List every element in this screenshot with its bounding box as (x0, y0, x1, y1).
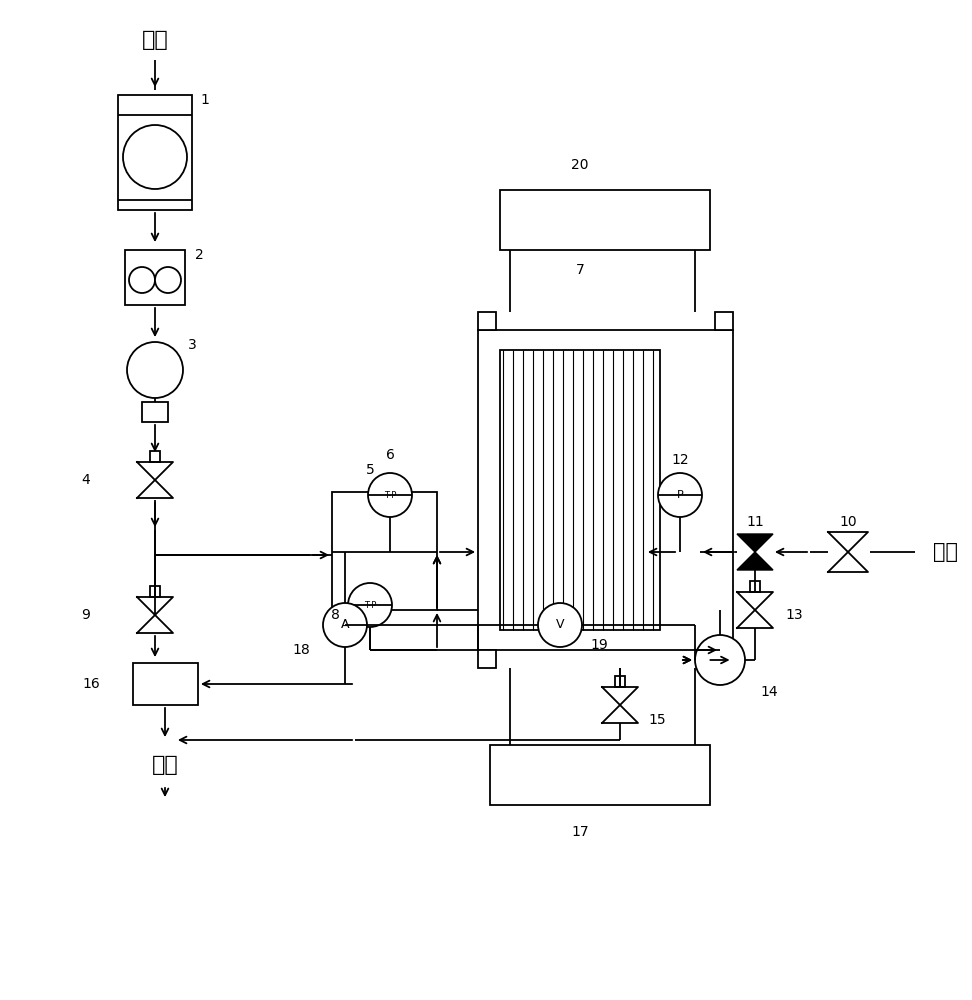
Text: 14: 14 (760, 685, 778, 699)
Polygon shape (737, 534, 773, 552)
Bar (715, 312, 733, 330)
Text: 2: 2 (195, 248, 204, 262)
Text: 16: 16 (83, 677, 100, 691)
Circle shape (129, 267, 155, 293)
Text: 11: 11 (746, 515, 764, 529)
Circle shape (538, 603, 582, 647)
Circle shape (323, 603, 367, 647)
Polygon shape (737, 552, 773, 570)
Bar (749, 581, 760, 592)
Bar (150, 451, 160, 462)
Text: 20: 20 (572, 158, 589, 172)
Bar (332, 492, 437, 610)
Text: 大气: 大气 (152, 755, 179, 775)
Bar (715, 650, 733, 668)
Bar (142, 402, 168, 422)
Text: 10: 10 (839, 515, 856, 529)
Text: 8: 8 (331, 608, 340, 622)
Bar (500, 350, 660, 630)
Text: 19: 19 (590, 638, 608, 652)
Text: T-P: T-P (384, 490, 397, 499)
Text: 5: 5 (365, 463, 374, 477)
Bar (118, 95, 192, 210)
Text: 1: 1 (200, 93, 209, 107)
Text: 6: 6 (386, 448, 395, 462)
Bar (478, 330, 733, 650)
Text: 氢气: 氢气 (932, 542, 957, 562)
Circle shape (155, 267, 181, 293)
Circle shape (368, 473, 412, 517)
Bar (125, 250, 185, 305)
Text: A: A (341, 618, 349, 632)
Text: 9: 9 (81, 608, 90, 622)
Text: 7: 7 (575, 263, 584, 277)
Bar (500, 190, 710, 250)
Text: 12: 12 (672, 453, 689, 467)
Bar (133, 663, 198, 705)
Text: 空气: 空气 (142, 30, 168, 50)
Circle shape (127, 342, 183, 398)
Circle shape (658, 473, 702, 517)
Text: 3: 3 (188, 338, 196, 352)
Circle shape (348, 583, 392, 627)
Bar (478, 650, 496, 668)
Text: P: P (677, 490, 683, 500)
Text: 18: 18 (293, 643, 310, 657)
Text: 15: 15 (648, 713, 666, 727)
Text: 4: 4 (82, 473, 90, 487)
Bar (490, 745, 710, 805)
Bar (478, 312, 496, 330)
Text: 17: 17 (572, 825, 589, 839)
Text: T-P: T-P (364, 600, 376, 609)
Text: V: V (556, 618, 565, 632)
Circle shape (123, 125, 187, 189)
Text: 13: 13 (785, 608, 803, 622)
Bar (614, 676, 625, 687)
Bar (150, 586, 160, 597)
Circle shape (695, 635, 745, 685)
